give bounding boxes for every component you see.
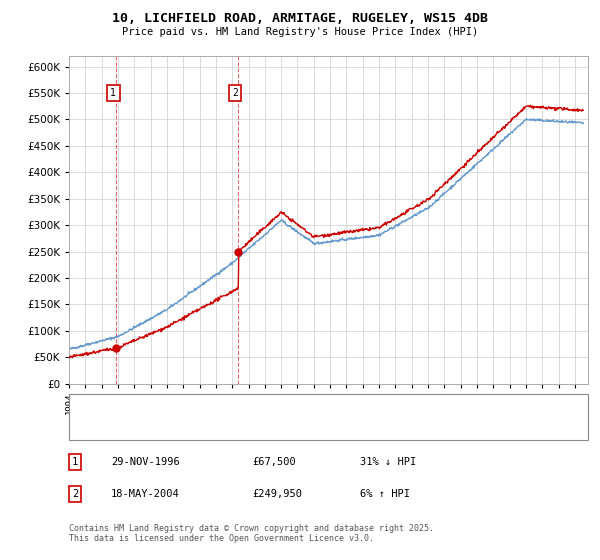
Text: 2: 2 xyxy=(72,489,78,499)
Text: 2: 2 xyxy=(232,88,238,98)
Text: 29-NOV-1996: 29-NOV-1996 xyxy=(111,457,180,467)
Text: 18-MAY-2004: 18-MAY-2004 xyxy=(111,489,180,499)
Text: ──: ── xyxy=(78,400,93,413)
Text: HPI: Average price, detached house, Lichfield: HPI: Average price, detached house, Lich… xyxy=(108,423,350,432)
Text: 6% ↑ HPI: 6% ↑ HPI xyxy=(360,489,410,499)
Text: 10, LICHFIELD ROAD, ARMITAGE, RUGELEY, WS15 4DB (detached house): 10, LICHFIELD ROAD, ARMITAGE, RUGELEY, W… xyxy=(108,402,452,410)
Text: £67,500: £67,500 xyxy=(252,457,296,467)
Text: Price paid vs. HM Land Registry's House Price Index (HPI): Price paid vs. HM Land Registry's House … xyxy=(122,27,478,37)
Text: 1: 1 xyxy=(72,457,78,467)
Text: Contains HM Land Registry data © Crown copyright and database right 2025.
This d: Contains HM Land Registry data © Crown c… xyxy=(69,524,434,543)
Text: £249,950: £249,950 xyxy=(252,489,302,499)
Text: 31% ↓ HPI: 31% ↓ HPI xyxy=(360,457,416,467)
Text: ──: ── xyxy=(78,421,93,433)
Text: 1: 1 xyxy=(110,88,116,98)
Text: 10, LICHFIELD ROAD, ARMITAGE, RUGELEY, WS15 4DB: 10, LICHFIELD ROAD, ARMITAGE, RUGELEY, W… xyxy=(112,12,488,25)
